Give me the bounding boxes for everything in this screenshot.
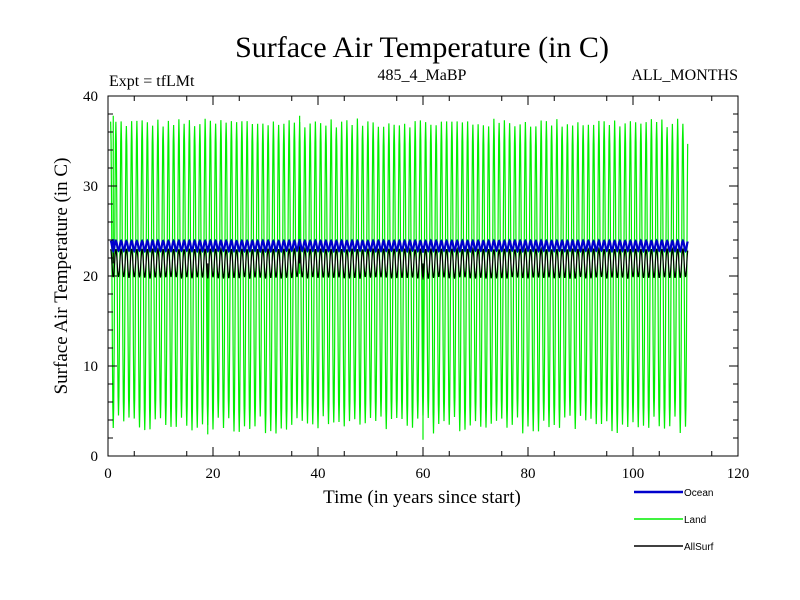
legend: Ocean Land AllSurf bbox=[634, 488, 714, 553]
y-tick-label: 30 bbox=[83, 179, 98, 195]
y-axis: 0 10 20 30 40 bbox=[83, 89, 738, 465]
x-tick-label: 40 bbox=[311, 466, 326, 482]
y-tick-label: 20 bbox=[83, 269, 98, 285]
series-line-land bbox=[110, 118, 689, 434]
legend-label-land: Land bbox=[684, 515, 706, 526]
x-axis: 0 20 40 60 80 100 120 bbox=[104, 96, 749, 482]
y-tick-label: 0 bbox=[91, 449, 99, 465]
series-line-ocean bbox=[109, 238, 689, 254]
header-center: 485_4_MaBP bbox=[378, 67, 467, 84]
chart-title: Surface Air Temperature (in C) bbox=[235, 31, 609, 64]
x-tick-label: 60 bbox=[416, 466, 431, 482]
y-tick-label: 40 bbox=[83, 89, 98, 105]
y-axis-label: Surface Air Temperature (in C) bbox=[51, 158, 72, 395]
series-line-allsurf bbox=[110, 246, 689, 279]
plot-lines bbox=[109, 115, 689, 440]
legend-label-allsurf: AllSurf bbox=[684, 542, 714, 553]
header-right: ALL_MONTHS bbox=[631, 67, 738, 84]
x-axis-label: Time (in years since start) bbox=[323, 487, 521, 508]
y-tick-label: 10 bbox=[83, 359, 98, 375]
x-tick-label: 0 bbox=[104, 466, 112, 482]
x-tick-label: 120 bbox=[727, 466, 750, 482]
x-tick-label: 80 bbox=[521, 466, 536, 482]
x-tick-label: 20 bbox=[206, 466, 221, 482]
x-tick-label: 100 bbox=[622, 466, 645, 482]
legend-label-ocean: Ocean bbox=[684, 488, 713, 499]
header-left: Expt = tfLMt bbox=[109, 73, 195, 90]
